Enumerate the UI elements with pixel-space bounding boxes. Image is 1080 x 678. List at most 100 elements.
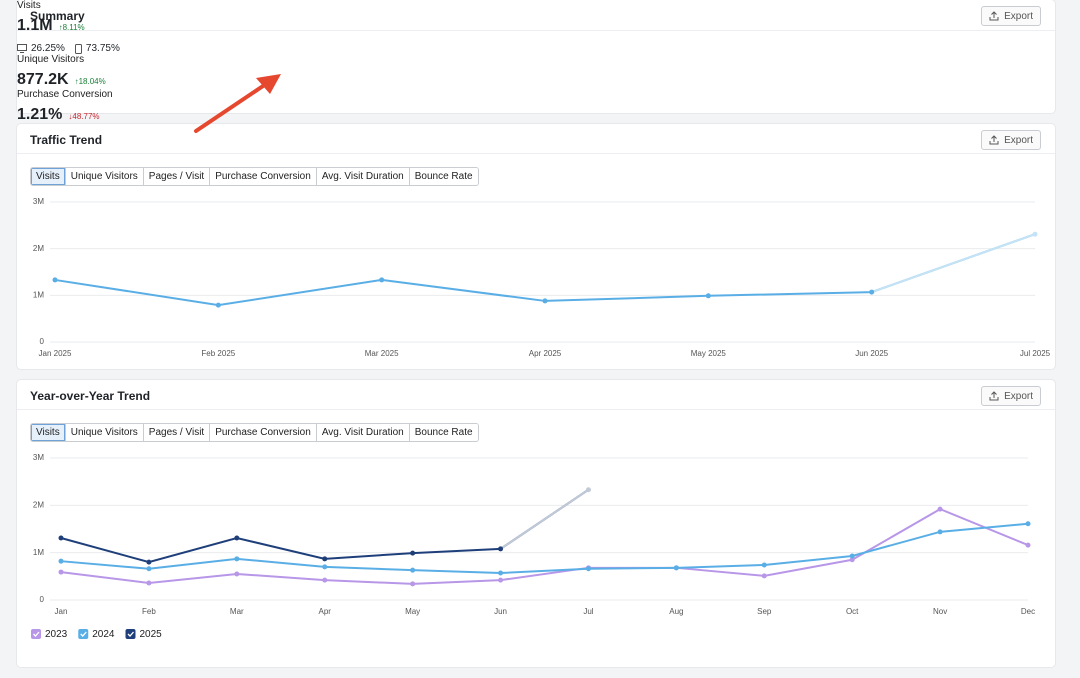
legend-item[interactable]: 2024 — [78, 629, 115, 640]
data-point — [869, 289, 875, 295]
x-tick-label: May 2025 — [691, 349, 727, 358]
tabs: Visits Unique Visitors Pages / Visit Purcha… — [30, 423, 479, 442]
x-tick-label: Jan 2025 — [39, 349, 72, 358]
tab[interactable]: Visits — [31, 424, 65, 441]
legend-check — [127, 631, 134, 637]
card-title: Year-over-Year Trend — [30, 389, 151, 403]
tab[interactable]: Visits — [31, 168, 65, 185]
data-point — [379, 277, 385, 283]
incomplete-segment — [499, 488, 590, 550]
data-point — [322, 564, 328, 570]
x-tick-label: Apr — [319, 607, 332, 616]
data-point — [849, 553, 855, 559]
data-point — [234, 571, 240, 577]
data-point — [673, 565, 679, 571]
data-point — [234, 535, 240, 541]
data-point — [937, 506, 943, 512]
data-point — [498, 570, 504, 576]
metric-change: ↑8.11% — [58, 23, 85, 32]
legend-label: 2025 — [140, 629, 163, 640]
data-point — [498, 546, 504, 552]
data-point — [410, 581, 416, 587]
data-point — [1025, 542, 1031, 548]
data-point — [58, 535, 64, 541]
tab[interactable]: Unique Visitors — [64, 424, 143, 441]
data-point — [52, 277, 58, 283]
tab[interactable]: Avg. Visit Duration — [315, 168, 409, 185]
legend-checkbox — [125, 629, 136, 639]
metric-value: 1.1M — [17, 17, 53, 34]
data-point — [146, 559, 152, 565]
legend-checkbox — [31, 629, 41, 639]
incomplete-segment — [871, 233, 1036, 294]
data-point — [849, 557, 855, 563]
mobile-icon — [74, 43, 82, 54]
y-tick-label: 3M — [33, 197, 44, 206]
export-label: Export — [1004, 134, 1033, 146]
metric-row: 877.2K ↑18.04% — [17, 71, 1055, 89]
legend-check — [80, 631, 87, 637]
legend-item[interactable]: 2023 — [31, 629, 68, 640]
legend-item[interactable]: 2025 — [125, 629, 163, 640]
metric-change: ↑18.04% — [74, 77, 106, 86]
export-button[interactable]: Export — [981, 6, 1041, 26]
export-button[interactable]: Export — [981, 130, 1041, 150]
x-tick-label: Jul 2025 — [1020, 349, 1051, 358]
metric-change: ↓48.77% — [68, 112, 100, 121]
export-icon — [989, 11, 999, 21]
rule — [17, 30, 1055, 31]
rule — [17, 409, 1055, 410]
data-point — [498, 577, 504, 583]
x-tick-label: Sep — [757, 607, 772, 616]
data-point — [585, 487, 591, 493]
series-line — [54, 233, 1036, 307]
data-point — [761, 573, 767, 579]
metric-row: 1.21% ↓48.77% — [17, 106, 1055, 124]
series-line — [60, 522, 1029, 575]
data-point — [761, 562, 767, 568]
metric-value: 877.2K — [17, 71, 69, 88]
y-tick-label: 1M — [33, 548, 44, 557]
y-tick-label: 2M — [33, 500, 44, 509]
tabs: Visits Unique Visitors Pages / Visit Purcha… — [30, 167, 479, 186]
data-point — [585, 566, 591, 572]
x-tick-label: Mar — [230, 607, 244, 616]
mobile-share: 73.75% — [85, 43, 120, 54]
data-point — [542, 298, 548, 304]
yoy-card: Year-over-Year Trend Export Visits Unique… — [17, 380, 1055, 667]
metric-value: 1.21% — [17, 106, 63, 123]
y-tick-label: 0 — [40, 595, 45, 604]
export-label: Export — [1004, 10, 1033, 22]
metric-label: Visits — [17, 0, 41, 11]
data-point — [1032, 231, 1038, 237]
card-title: Traffic Trend — [30, 133, 103, 147]
tab[interactable]: Purchase Conversion — [209, 168, 316, 185]
metric-row: 1.1M ↑8.11% — [17, 17, 1055, 35]
tab[interactable]: Unique Visitors — [64, 168, 143, 185]
metric: Unique Visitors 877.2K ↑18.04% — [17, 54, 1055, 89]
data-point — [215, 302, 221, 308]
series-line — [60, 488, 590, 564]
legend-check — [33, 631, 40, 637]
tab[interactable]: Pages / Visit — [142, 168, 210, 185]
rule — [17, 153, 1055, 154]
data-point — [146, 566, 152, 572]
x-tick-label: May — [405, 607, 420, 616]
export-label: Export — [1004, 390, 1033, 402]
tab[interactable]: Pages / Visit — [142, 424, 210, 441]
x-tick-label: Jun — [494, 607, 507, 616]
tab[interactable]: Avg. Visit Duration — [315, 424, 409, 441]
metric-label: Unique Visitors — [17, 54, 85, 65]
traffic-card: Traffic Trend Export Visits Unique Visito… — [17, 124, 1055, 369]
metric-label: Purchase Conversion — [17, 89, 113, 100]
tab[interactable]: Bounce Rate — [408, 424, 478, 441]
export-button[interactable]: Export — [981, 386, 1041, 406]
data-point — [322, 556, 328, 562]
data-point — [322, 577, 328, 583]
tab[interactable]: Purchase Conversion — [209, 424, 316, 441]
data-point — [937, 529, 943, 535]
tab[interactable]: Bounce Rate — [408, 168, 478, 185]
data-point — [146, 580, 152, 586]
x-tick-label: Feb — [142, 607, 156, 616]
